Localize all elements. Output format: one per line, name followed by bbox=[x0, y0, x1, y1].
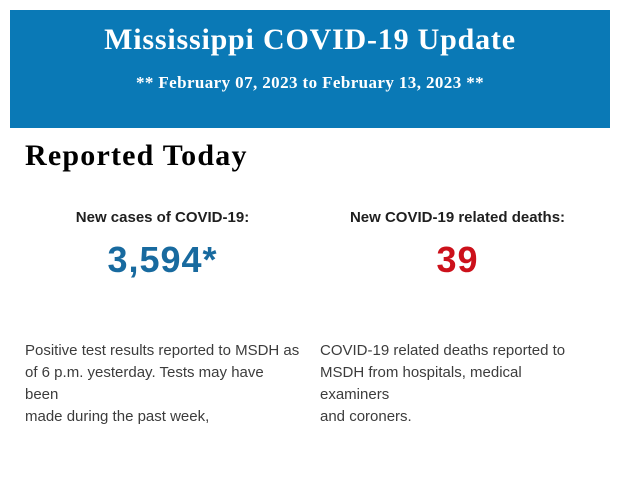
banner-title: Mississippi COVID-19 Update bbox=[104, 23, 516, 56]
section-heading: Reported Today bbox=[25, 139, 248, 172]
new-deaths-label: New COVID-19 related deaths: bbox=[349, 209, 566, 226]
stat-new-cases: New cases of COVID-19: 3,594* Positive t… bbox=[25, 209, 300, 428]
banner-date-range: ** February 07, 2023 to February 13, 202… bbox=[135, 73, 485, 92]
stats-grid: New cases of COVID-19: 3,594* Positive t… bbox=[25, 209, 595, 428]
header-banner: Mississippi COVID-19 Update ** February … bbox=[10, 10, 610, 128]
reported-today-section: Reported Today New cases of COVID-19: 3,… bbox=[0, 139, 620, 428]
new-cases-description: Positive test results reported to MSDH a… bbox=[25, 342, 300, 425]
new-cases-label: New cases of COVID-19: bbox=[75, 209, 250, 226]
stat-new-deaths: New COVID-19 related deaths: 39 COVID-19… bbox=[320, 209, 595, 428]
msdh-covid-update-page: Mississippi COVID-19 Update ** February … bbox=[0, 10, 620, 493]
new-cases-value: 3,594* bbox=[107, 239, 218, 280]
new-deaths-description: COVID-19 related deaths reported to MSDH… bbox=[320, 342, 566, 425]
new-deaths-value: 39 bbox=[436, 239, 479, 280]
